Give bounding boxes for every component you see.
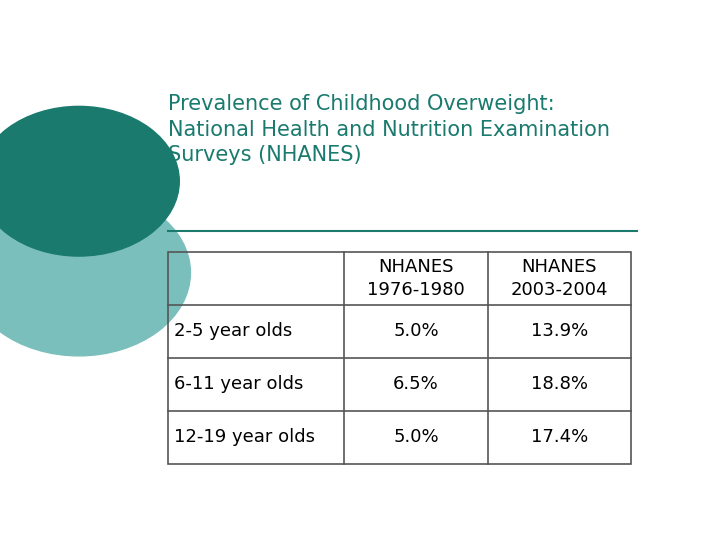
Text: 13.9%: 13.9% bbox=[531, 322, 588, 340]
Text: Prevalence of Childhood Overweight:
National Health and Nutrition Examination
Su: Prevalence of Childhood Overweight: Nati… bbox=[168, 94, 610, 165]
Text: NHANES
1976-1980: NHANES 1976-1980 bbox=[367, 258, 465, 299]
Text: 2-5 year olds: 2-5 year olds bbox=[174, 322, 292, 340]
Text: 17.4%: 17.4% bbox=[531, 428, 588, 447]
Text: 6.5%: 6.5% bbox=[393, 375, 438, 394]
Text: NHANES
2003-2004: NHANES 2003-2004 bbox=[510, 258, 608, 299]
Text: 12-19 year olds: 12-19 year olds bbox=[174, 428, 315, 447]
Text: 6-11 year olds: 6-11 year olds bbox=[174, 375, 303, 394]
Circle shape bbox=[0, 106, 179, 256]
Bar bbox=[168, 252, 631, 464]
Text: 5.0%: 5.0% bbox=[393, 428, 438, 447]
Circle shape bbox=[0, 190, 190, 356]
Text: 18.8%: 18.8% bbox=[531, 375, 588, 394]
Text: 5.0%: 5.0% bbox=[393, 322, 438, 340]
